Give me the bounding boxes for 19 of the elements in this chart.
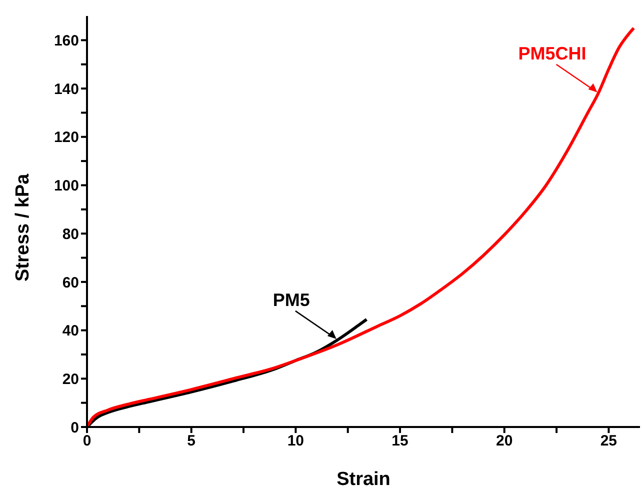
y-tick-label: 20 [62, 370, 79, 388]
y-tick-label: 80 [62, 226, 79, 243]
y-tick-label: 160 [54, 32, 79, 50]
x-axis-title: Strain [336, 469, 390, 490]
x-tick-label: 15 [392, 432, 408, 450]
y-tick-label: 120 [54, 129, 79, 146]
text: PM5 [272, 290, 310, 310]
x-tick-label: 0 [82, 432, 92, 450]
y-tick-label: 60 [62, 274, 79, 292]
y-tick-label: 0 [70, 419, 79, 436]
series-label: PM5CHI [518, 43, 586, 64]
x-tick-label: 10 [287, 432, 304, 450]
x-tick-label: 5 [187, 432, 196, 450]
y-tick-label: 100 [54, 178, 79, 195]
x-tick-label: 20 [496, 432, 513, 450]
y-axis-title: Stress / kPa [12, 173, 34, 282]
x-tick-label: 25 [600, 432, 618, 450]
y-tick-label: 140 [54, 80, 79, 98]
y-tick-label: 40 [62, 322, 79, 340]
